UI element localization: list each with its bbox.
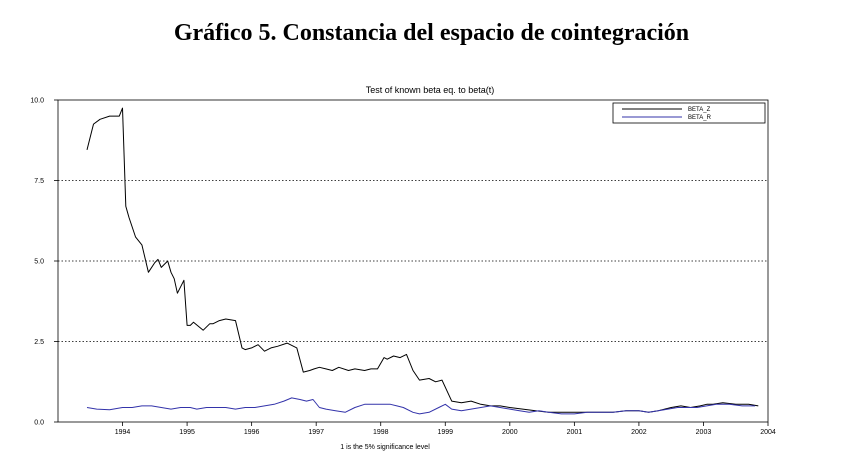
x-axis-label: 1 is the 5% significance level	[340, 444, 430, 451]
legend-box	[612, 102, 766, 124]
y-tick-label: 2.5	[34, 339, 44, 346]
x-tick-label: 1995	[179, 429, 195, 436]
y-tick-label: 10.0	[30, 98, 44, 105]
page-title: Gráfico 5. Constancia del espacio de coi…	[173, 20, 690, 46]
x-tick-label: 1994	[115, 429, 131, 436]
legend: BETA_Z BETA_R	[612, 102, 766, 124]
y-tick-label: 5.0	[34, 259, 44, 266]
x-tick-label: 2003	[696, 429, 712, 436]
x-tick-label: 1997	[308, 429, 324, 436]
x-tick-label: 2001	[567, 429, 583, 436]
y-tick-label: 0.0	[34, 420, 44, 427]
y-tick-label: 7.5	[34, 178, 44, 185]
legend-label-beta-r: BETA_R	[688, 115, 712, 121]
series-line-beta-z	[86, 107, 759, 413]
x-tick-label: 1999	[437, 429, 453, 436]
x-tick-label: 1998	[373, 429, 389, 436]
legend-label-beta-z: BETA_Z	[688, 107, 711, 113]
series-line-beta-r	[86, 397, 756, 415]
x-tick-label: 2002	[631, 429, 647, 436]
x-tick-label: 1996	[244, 429, 260, 436]
chart-title: Test of known beta eq. to beta(t)	[366, 85, 495, 95]
x-tick-label: 2004	[760, 429, 776, 436]
x-tick-label: 2000	[502, 429, 518, 436]
